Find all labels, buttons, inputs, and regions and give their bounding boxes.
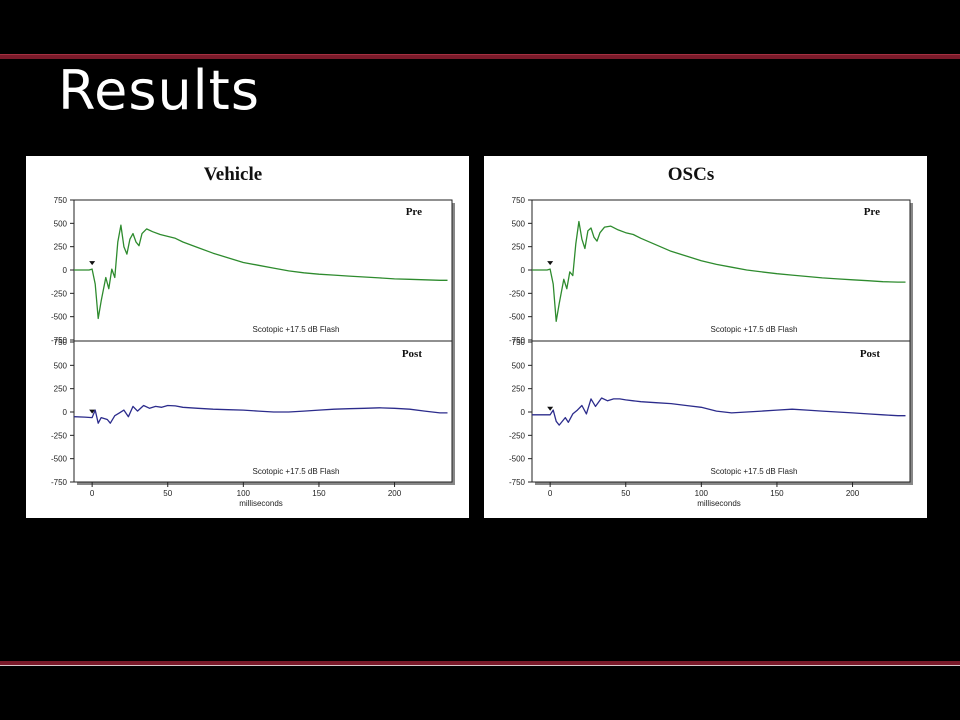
y-tick-label: 250: [512, 243, 526, 252]
panel-label: Post: [402, 348, 423, 360]
x-tick-label: 200: [388, 489, 402, 498]
x-tick-label: 50: [163, 489, 172, 498]
footer-rule: [0, 661, 960, 665]
flash-marker: [89, 409, 96, 414]
pre-trace-line: [532, 220, 906, 322]
panel-label: Pre: [406, 206, 422, 218]
y-tick-label: -500: [51, 455, 68, 464]
y-tick-label: -250: [51, 431, 68, 440]
x-tick-label: 150: [770, 489, 784, 498]
y-tick-label: 250: [54, 243, 68, 252]
y-tick-label: 500: [512, 361, 526, 370]
y-tick-label: 750: [512, 338, 526, 347]
y-tick-label: 250: [512, 385, 526, 394]
y-tick-label: 250: [54, 385, 68, 394]
panel-label: Post: [860, 348, 881, 360]
title-rule-highlight: [0, 54, 960, 55]
chart-title: OSCs: [668, 164, 714, 185]
x-tick-label: 0: [90, 489, 95, 498]
x-tick-label: 100: [237, 489, 251, 498]
y-tick-label: -500: [51, 313, 68, 322]
y-tick-label: 500: [512, 219, 526, 228]
post-trace-line: [73, 404, 448, 424]
x-tick-label: 0: [548, 489, 553, 498]
y-tick-label: -250: [509, 289, 526, 298]
y-tick-label: 0: [521, 408, 526, 417]
y-tick-label: 0: [521, 266, 526, 275]
title-rule: [0, 55, 960, 59]
flash-marker: [547, 406, 554, 411]
y-tick-label: -500: [509, 455, 526, 464]
oscs-erg-figure: OSCs 750 500 250 0 -250 -500 -750 Pre Scotopic +1…: [484, 156, 927, 518]
y-tick-label: 750: [54, 338, 68, 347]
x-axis-label: milliseconds: [697, 499, 741, 508]
x-tick-label: 100: [695, 489, 709, 498]
y-tick-label: -750: [509, 478, 526, 487]
flash-marker: [89, 261, 96, 266]
pre-trace-line: [74, 224, 448, 320]
stimulus-note: Scotopic +17.5 dB Flash: [253, 325, 340, 334]
y-tick-label: 500: [54, 219, 68, 228]
slide-title: Results: [58, 59, 260, 122]
stimulus-note: Scotopic +17.5 dB Flash: [711, 325, 798, 334]
y-tick-label: -750: [51, 336, 68, 345]
panel-label: Pre: [864, 206, 880, 218]
footer-rule-highlight: [0, 665, 960, 666]
post-trace-line: [532, 397, 906, 426]
y-tick-label: 0: [63, 266, 68, 275]
stimulus-note: Scotopic +17.5 dB Flash: [711, 467, 798, 476]
y-tick-label: -500: [509, 313, 526, 322]
x-axis-label: milliseconds: [239, 499, 283, 508]
x-tick-label: 150: [312, 489, 326, 498]
vehicle-erg-figure: Vehicle 750 500 250 0 -250 -500 -750 Pre Scotopic…: [26, 156, 469, 518]
vehicle-erg-chart: Vehicle7505002500-250-500-750PreScotopic…: [51, 164, 455, 508]
chart-title: Vehicle: [204, 164, 262, 185]
y-tick-label: 500: [54, 361, 68, 370]
x-tick-label: 50: [621, 489, 630, 498]
flash-marker: [547, 261, 554, 266]
y-tick-label: 0: [63, 408, 68, 417]
stimulus-note: Scotopic +17.5 dB Flash: [253, 467, 340, 476]
y-tick-label: 750: [512, 196, 526, 205]
y-tick-label: 750: [54, 196, 68, 205]
y-tick-label: -750: [51, 478, 68, 487]
y-tick-label: -250: [51, 289, 68, 298]
y-tick-label: -750: [509, 336, 526, 345]
x-tick-label: 200: [846, 489, 860, 498]
y-tick-label: -250: [509, 431, 526, 440]
